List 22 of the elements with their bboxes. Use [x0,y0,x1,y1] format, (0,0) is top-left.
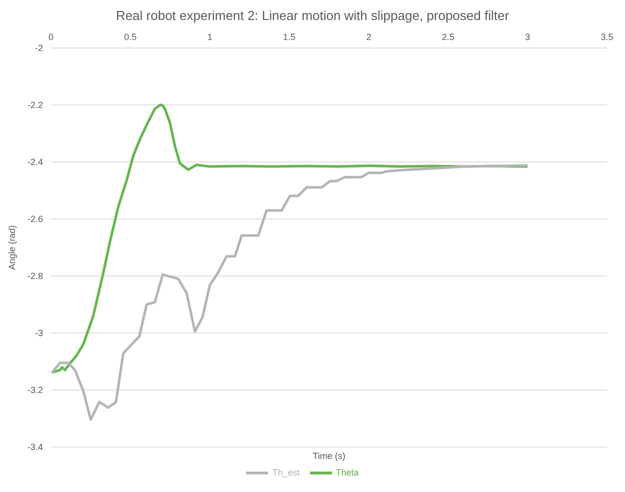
legend-label: Th_est [272,467,300,478]
x-tick-label: 2.5 [442,32,454,42]
y-tick-label: -2.2 [27,100,43,110]
legend-label: Theta [336,467,359,478]
x-tick-label: 3 [525,32,530,42]
y-axis-title: Angle (rad) [7,225,18,270]
line-series [51,164,529,421]
y-tick-label: -3 [34,328,43,338]
x-tick-label: 2 [366,32,372,42]
y-tick-label: -3.2 [27,385,43,396]
x-axis-title: Time (s) [312,451,346,461]
x-tick-label: 0.5 [124,32,137,42]
x-tick-label: 0 [48,32,54,42]
y-tick-label: -2 [34,43,43,54]
x-tick-label: 1.5 [283,32,296,42]
y-tick-label: -2.6 [27,214,43,224]
x-tick-label: 1 [207,32,212,42]
x-tick-label: 3.5 [600,32,614,42]
y-tick-label: -2.8 [27,271,43,282]
y-tick-label: -2.4 [27,157,43,168]
chart-title: Real robot experiment 2: Linear motion with slippage, proposed filter [114,8,510,23]
y-tick-label: -3.4 [27,442,43,452]
